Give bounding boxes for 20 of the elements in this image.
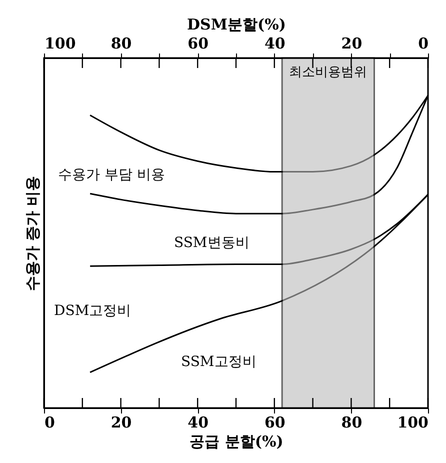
x-tick-label: 40 <box>188 414 209 432</box>
annotation: DSM고정비 <box>54 303 132 319</box>
x2-tick-label: 20 <box>341 34 362 52</box>
x2-tick-label: 80 <box>110 34 132 52</box>
x2-tick-label: 100 <box>44 34 76 52</box>
x-tick-label: 0 <box>44 414 55 432</box>
x2-tick-label: 60 <box>188 34 209 52</box>
annotation: 수용가 부담 비용 <box>58 167 165 183</box>
x-tick-label: 20 <box>110 414 132 432</box>
x2-tick-label: 40 <box>264 34 286 52</box>
annotation: SSM변동비 <box>174 235 250 251</box>
x-tick-label: 100 <box>397 414 428 432</box>
annotation: SSM고정비 <box>181 354 256 370</box>
y-axis-title: 수용가 증가 비용 <box>24 176 42 292</box>
x-tick-label: 60 <box>264 414 286 432</box>
x-axis-title: 공급 분할(%) <box>190 432 284 450</box>
x2-tick-label: 0 <box>418 34 428 52</box>
x2-axis-title: DSM분할(%) <box>187 16 286 34</box>
x-tick-label: 80 <box>341 414 362 432</box>
band-label: 최소비용범위 <box>289 65 368 80</box>
